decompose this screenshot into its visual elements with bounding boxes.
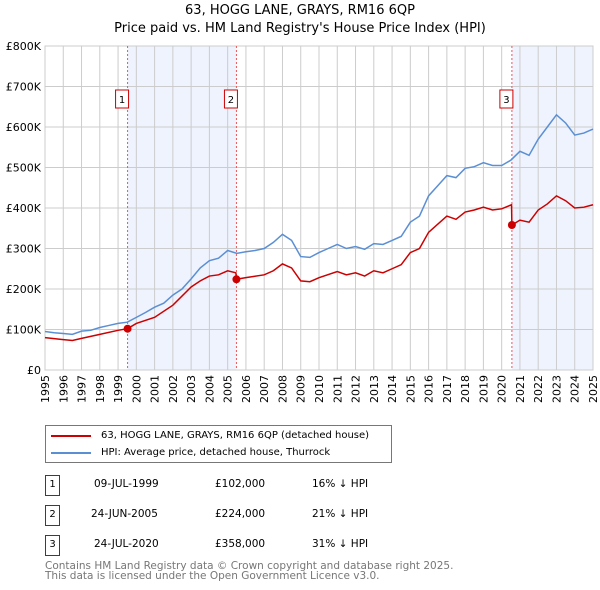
y-tick-label: £300K bbox=[6, 243, 42, 256]
sale-label-box bbox=[115, 89, 130, 109]
x-tick-label: 2005 bbox=[222, 375, 235, 403]
x-tick-label: 1999 bbox=[112, 375, 125, 403]
sale-point bbox=[123, 324, 132, 333]
footer: Contains HM Land Registry data © Crown c… bbox=[45, 560, 454, 582]
y-tick-label: £200K bbox=[6, 283, 42, 296]
x-tick-label: 2014 bbox=[386, 375, 399, 403]
subtitle-line: Price paid vs. HM Land Registry's House … bbox=[114, 21, 486, 36]
y-tick-label: £500K bbox=[6, 162, 42, 175]
x-tick-label: 2010 bbox=[313, 375, 326, 403]
marker-badge: 1 bbox=[45, 475, 60, 496]
date: 09-JUL-1999 bbox=[94, 478, 159, 490]
footer-line: This data is licensed under the Open Gov… bbox=[45, 570, 380, 582]
x-tick-label: 2013 bbox=[368, 375, 381, 403]
x-tick-label: 2019 bbox=[477, 375, 490, 403]
legend-label: 63, HOGG LANE, GRAYS, RM16 6QP (detached… bbox=[101, 430, 370, 441]
hpi-diff: 21% ↓ HPI bbox=[312, 508, 369, 520]
y-tick-label: £0 bbox=[27, 364, 41, 377]
sale-label: 2 bbox=[228, 95, 234, 106]
y-tick-label: £400K bbox=[6, 202, 42, 215]
price: £224,000 bbox=[215, 508, 266, 520]
date: 24-JUN-2005 bbox=[91, 508, 158, 520]
hpi-diff: 31% ↓ HPI bbox=[312, 538, 369, 550]
legend-item-hpi: HPI: Average price, detached house, Thur… bbox=[51, 447, 330, 458]
hpi-diff: 16% ↓ HPI bbox=[312, 478, 369, 490]
sale-label: 1 bbox=[119, 95, 125, 106]
marker-badge: 2 bbox=[45, 505, 60, 526]
red-line-swatch bbox=[51, 434, 91, 437]
legend-label: HPI: Average price, detached house, Thur… bbox=[101, 447, 331, 458]
x-tick-label: 2024 bbox=[569, 375, 582, 403]
sale-label-box bbox=[223, 89, 238, 109]
date: 24-JUL-2020 bbox=[94, 538, 159, 550]
x-tick-label: 2016 bbox=[423, 375, 436, 403]
x-tick-label: 2012 bbox=[350, 375, 363, 403]
title-line: 63, HOGG LANE, GRAYS, RM16 6QP bbox=[185, 3, 415, 18]
x-tick-label: 2008 bbox=[276, 375, 289, 403]
x-tick-label: 2023 bbox=[550, 375, 563, 403]
x-tick-label: 2022 bbox=[532, 375, 545, 403]
x-tick-label: 1996 bbox=[57, 375, 70, 403]
x-tick-label: 2009 bbox=[295, 375, 308, 403]
y-tick-label: £100K bbox=[6, 324, 42, 337]
legend-item-property: 63, HOGG LANE, GRAYS, RM16 6QP (detached… bbox=[51, 430, 369, 441]
y-tick-label: £700K bbox=[6, 81, 42, 94]
sale-label-box bbox=[499, 89, 514, 109]
blue-line-swatch bbox=[51, 451, 91, 454]
x-tick-label: 2001 bbox=[149, 375, 162, 403]
price: £358,000 bbox=[215, 538, 266, 550]
x-tick-label: 1997 bbox=[76, 375, 89, 403]
x-tick-label: 2002 bbox=[167, 375, 180, 403]
x-tick-label: 2018 bbox=[459, 375, 472, 403]
x-tick-label: 2007 bbox=[258, 375, 271, 403]
x-tick-label: 2017 bbox=[441, 375, 454, 403]
x-tick-label: 1998 bbox=[94, 375, 107, 403]
x-tick-label: 2011 bbox=[331, 375, 344, 403]
y-tick-label: £600K bbox=[6, 121, 42, 134]
x-tick-label: 2020 bbox=[496, 375, 509, 403]
x-tick-label: 2006 bbox=[240, 375, 253, 403]
footer-line: Contains HM Land Registry data © Crown c… bbox=[45, 560, 454, 572]
sale-point bbox=[507, 221, 516, 230]
price: £102,000 bbox=[215, 478, 266, 490]
legend: 63, HOGG LANE, GRAYS, RM16 6QP (detached… bbox=[45, 425, 392, 463]
x-tick-label: 2021 bbox=[514, 375, 527, 403]
sale-point bbox=[232, 275, 241, 284]
price-chart: 1995 1996 1997 1998 1999 2000 2001 2002 2003 2004… bbox=[6, 40, 600, 403]
sale-label: 3 bbox=[503, 95, 509, 106]
chart-title: 63, HOGG LANE, GRAYS, RM16 6QP Price pai… bbox=[0, 2, 600, 38]
x-tick-label: 2004 bbox=[203, 375, 216, 403]
x-tick-label: 2015 bbox=[404, 375, 417, 403]
x-tick-label: 2003 bbox=[185, 375, 198, 403]
x-tick-label: 1995 bbox=[39, 375, 52, 403]
x-tick-label: 2000 bbox=[130, 375, 143, 403]
marker-badge: 3 bbox=[45, 535, 60, 556]
hpi-line bbox=[44, 113, 594, 336]
x-tick-label: 2025 bbox=[587, 375, 600, 403]
y-tick-label: £800K bbox=[6, 40, 42, 53]
plot-frame bbox=[44, 45, 594, 371]
